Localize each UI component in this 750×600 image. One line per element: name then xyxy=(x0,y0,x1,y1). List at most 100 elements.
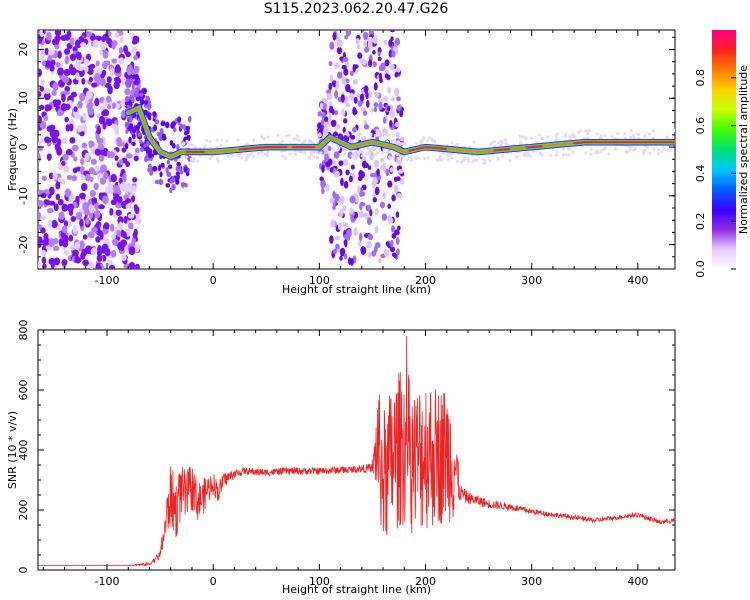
turbulence-point xyxy=(373,106,378,113)
transition-point xyxy=(131,132,136,140)
noise-point xyxy=(131,185,137,193)
halo-point xyxy=(278,141,283,145)
halo-point xyxy=(344,131,348,135)
turbulence-point xyxy=(336,71,343,79)
turbulence-point xyxy=(345,169,350,176)
turbulence-point xyxy=(391,96,395,102)
noise-point xyxy=(75,72,80,81)
halo-point xyxy=(219,143,223,148)
noise-point xyxy=(43,91,51,101)
transition-point xyxy=(187,115,192,123)
transition-point xyxy=(124,142,129,150)
halo-point xyxy=(359,133,363,137)
halo-point xyxy=(397,156,401,161)
x-tick-label: 100 xyxy=(309,274,330,287)
turbulence-point xyxy=(373,159,380,168)
noise-point xyxy=(118,159,124,166)
turbulence-point xyxy=(394,37,401,46)
turbulence-point xyxy=(399,177,404,185)
noise-point xyxy=(111,58,118,64)
noise-point xyxy=(114,32,120,39)
noise-point xyxy=(114,103,121,110)
turbulence-point xyxy=(390,239,394,248)
transition-point xyxy=(159,127,164,135)
noise-point xyxy=(134,263,140,269)
transition-point xyxy=(158,178,164,185)
turbulence-point xyxy=(349,195,356,204)
turbulence-point xyxy=(332,158,336,166)
halo-point xyxy=(185,139,189,143)
halo-point xyxy=(623,132,627,136)
turbulence-point xyxy=(399,109,404,118)
halo-point xyxy=(388,155,392,159)
turbulence-point xyxy=(328,112,332,121)
transition-point xyxy=(154,179,160,185)
turbulence-point xyxy=(385,168,390,177)
y-tick-label: 20 xyxy=(17,43,30,57)
noise-point xyxy=(84,245,93,255)
noise-point xyxy=(54,30,62,37)
transition-point xyxy=(153,124,158,132)
noise-point xyxy=(115,209,122,216)
transition-point xyxy=(139,92,144,98)
halo-point xyxy=(236,138,240,142)
noise-point xyxy=(52,172,58,180)
snr-frame xyxy=(37,329,676,571)
noise-point xyxy=(94,201,100,211)
halo-point xyxy=(489,142,493,146)
turbulence-point xyxy=(356,92,361,98)
noise-point xyxy=(84,152,90,162)
turbulence-point xyxy=(390,109,394,115)
halo-point xyxy=(356,137,360,141)
noise-point xyxy=(60,138,67,144)
halo-point xyxy=(567,146,571,151)
turbulence-point xyxy=(387,86,391,94)
halo-point xyxy=(595,149,600,153)
snr-marks xyxy=(38,335,675,567)
noise-point xyxy=(111,42,116,50)
halo-point xyxy=(265,153,270,158)
turbulence-point xyxy=(347,257,352,265)
turbulence-point xyxy=(326,93,333,101)
colorbar-tick-label: 0.4 xyxy=(694,165,707,183)
halo-point xyxy=(508,158,512,163)
noise-point xyxy=(55,193,61,201)
noise-point xyxy=(131,69,137,75)
noise-point xyxy=(97,137,104,145)
turbulence-point xyxy=(389,119,393,128)
turbulence-point xyxy=(349,207,354,215)
turbulence-point xyxy=(329,22,335,28)
halo-point xyxy=(329,128,333,132)
noise-point xyxy=(49,124,56,131)
halo-point xyxy=(334,127,338,131)
halo-point xyxy=(647,132,651,136)
turbulence-point xyxy=(387,105,391,112)
turbulence-point xyxy=(328,82,333,91)
noise-point xyxy=(96,125,102,135)
turbulence-point xyxy=(379,201,385,209)
noise-point xyxy=(82,259,90,267)
noise-point xyxy=(131,195,136,203)
transition-point xyxy=(146,140,150,148)
noise-point xyxy=(98,192,104,201)
noise-point xyxy=(63,165,70,173)
noise-point xyxy=(102,61,108,69)
noise-point xyxy=(106,95,112,103)
noise-point xyxy=(85,217,90,226)
turbulence-point xyxy=(397,225,401,231)
turbulence-point xyxy=(352,126,357,133)
turbulence-point xyxy=(391,194,396,202)
noise-point xyxy=(102,99,107,108)
turbulence-point xyxy=(370,107,375,113)
halo-point xyxy=(488,159,492,163)
halo-point xyxy=(369,136,373,140)
noise-point xyxy=(77,100,83,109)
noise-point xyxy=(133,155,139,162)
turbulence-point xyxy=(357,175,363,182)
colorbar-tick-label: 0.0 xyxy=(694,260,707,278)
turbulence-point xyxy=(398,169,404,174)
turbulence-point xyxy=(390,225,396,233)
turbulence-point xyxy=(329,41,335,51)
turbulence-point xyxy=(334,110,339,116)
